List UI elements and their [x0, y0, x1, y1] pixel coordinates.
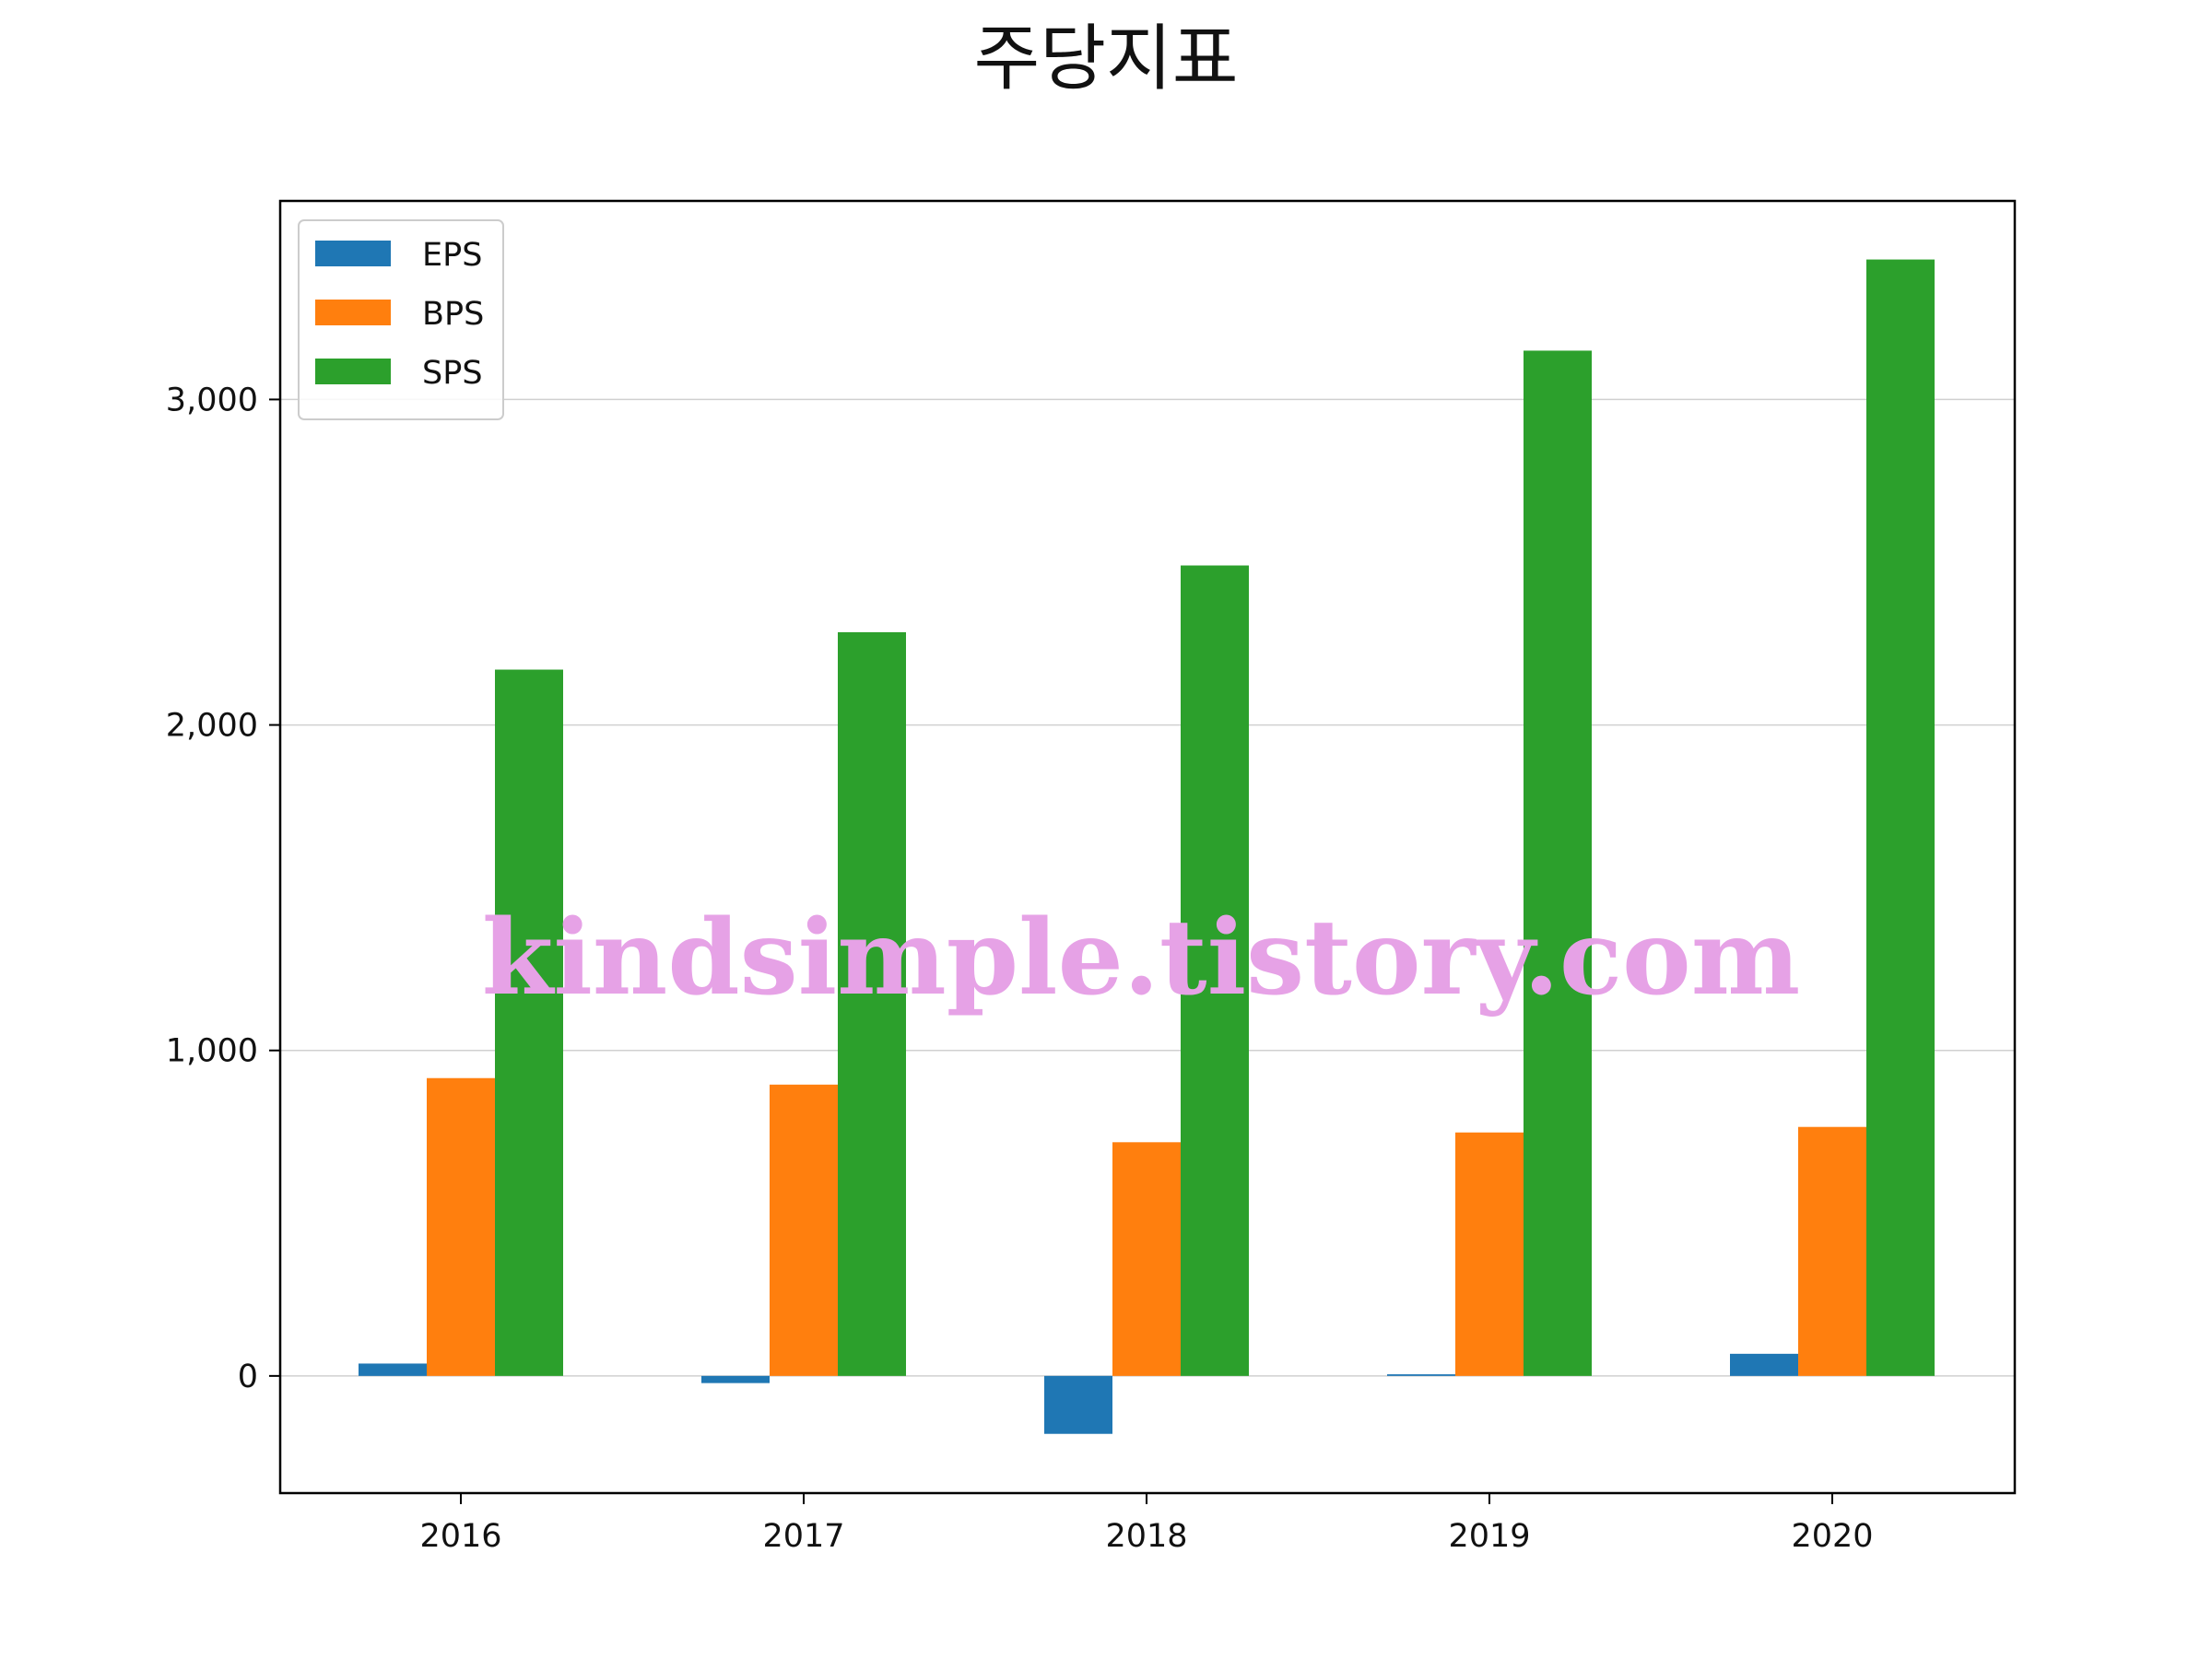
axes: 0 1,000 2,000 3,000 2016 2017 2018 2019 2020: [166, 382, 1874, 1555]
bars: [359, 259, 1935, 1434]
bar-sps-2018: [1181, 565, 1249, 1376]
bar-bps-2017: [770, 1084, 838, 1376]
legend-swatch-bps: [315, 300, 391, 325]
legend-label-eps: EPS: [422, 237, 482, 274]
y-tick-label: 1,000: [166, 1033, 258, 1070]
bar-sps-2019: [1524, 350, 1592, 1376]
legend: EPS BPS SPS: [298, 219, 504, 420]
bar-sps-2017: [838, 631, 906, 1376]
bar-bps-2019: [1455, 1132, 1524, 1376]
chart-title: 주당지표: [973, 18, 1238, 100]
bar-sps-2020: [1866, 259, 1935, 1376]
bar-eps-2020: [1730, 1353, 1798, 1376]
legend-swatch-eps: [315, 241, 391, 266]
grid: [280, 398, 2015, 1377]
x-tick-label: 2016: [419, 1518, 501, 1555]
bar-bps-2016: [427, 1077, 495, 1376]
bar-eps-2016: [359, 1363, 427, 1376]
y-tick-label: 2,000: [166, 708, 258, 745]
legend-label-bps: BPS: [422, 296, 484, 333]
x-tick-label: 2017: [762, 1518, 844, 1555]
x-tick-label: 2020: [1791, 1518, 1873, 1555]
x-tick-label: 2019: [1448, 1518, 1530, 1555]
watermark-text: kindsimple.tistory.com: [482, 898, 1801, 1018]
y-tick-label: 0: [238, 1359, 258, 1395]
bar-bps-2020: [1798, 1126, 1866, 1376]
x-tick-label: 2018: [1105, 1518, 1187, 1555]
bar-eps-2019: [1387, 1374, 1455, 1376]
bar-eps-2018: [1044, 1375, 1112, 1434]
legend-label-sps: SPS: [422, 355, 483, 392]
bar-bps-2018: [1112, 1142, 1181, 1376]
watermark-layer: kindsimple.tistory.com: [482, 898, 1801, 1018]
legend-swatch-sps: [315, 359, 391, 384]
bar-eps-2017: [701, 1375, 770, 1383]
y-tick-label: 3,000: [166, 382, 258, 418]
bar-sps-2016: [495, 669, 563, 1376]
